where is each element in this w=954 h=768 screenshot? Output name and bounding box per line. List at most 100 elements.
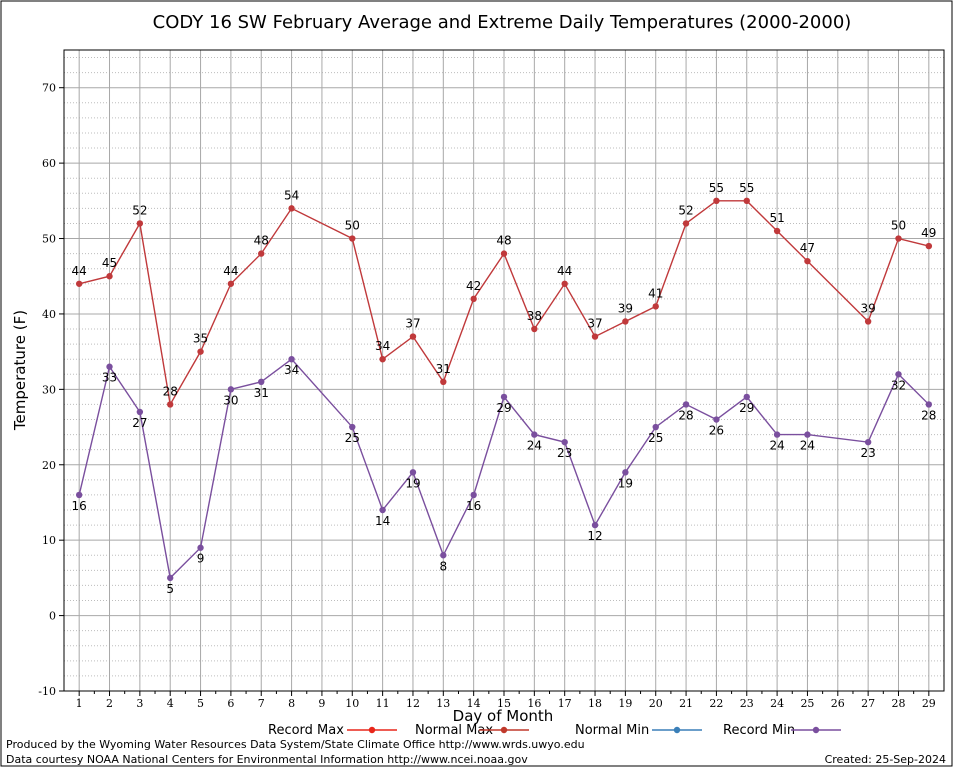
data-point	[75, 491, 83, 499]
data-label: 29	[739, 401, 754, 415]
data-label: 35	[193, 332, 208, 346]
x-tick-label: 13	[436, 697, 450, 710]
data-label: 38	[527, 309, 542, 323]
y-axis-label: Temperature (F)	[11, 310, 29, 431]
data-point	[167, 574, 174, 582]
data-label: 42	[466, 279, 481, 293]
data-point	[804, 431, 811, 438]
data-point	[349, 235, 356, 242]
data-label: 44	[557, 264, 572, 278]
data-point	[106, 363, 113, 370]
data-point	[682, 220, 690, 227]
x-tick-label: 9	[318, 697, 325, 710]
data-label: 44	[72, 264, 87, 278]
series-lines	[75, 197, 933, 582]
data-label: 34	[284, 363, 299, 377]
data-label: 26	[709, 424, 724, 438]
legend-label: Record Max	[268, 723, 344, 738]
x-tick-label: 4	[167, 697, 174, 710]
data-point	[925, 401, 933, 408]
data-point	[773, 227, 781, 235]
y-tick-label: 0	[49, 610, 56, 623]
data-point	[531, 431, 538, 438]
y-tick-label: 30	[42, 383, 56, 396]
data-point	[652, 303, 659, 310]
footer-producer: Produced by the Wyoming Water Resources …	[6, 738, 585, 751]
x-tick-label: 3	[136, 697, 143, 710]
data-label: 27	[132, 416, 147, 430]
data-point	[500, 393, 508, 401]
data-label: 28	[921, 408, 936, 422]
data-point	[561, 438, 568, 446]
data-label: 23	[557, 446, 572, 460]
x-tick-label: 29	[922, 697, 936, 710]
data-point	[288, 205, 295, 212]
data-point	[409, 333, 417, 340]
legend-label: Record Min	[723, 723, 795, 738]
y-tick-label: -10	[38, 685, 56, 698]
x-tick-label: 16	[527, 697, 541, 710]
chart-title: CODY 16 SW February Average and Extreme …	[153, 12, 852, 33]
data-label: 37	[405, 317, 420, 331]
x-axis-label: Day of Month	[453, 707, 554, 725]
data-point	[197, 348, 204, 355]
data-point	[288, 355, 295, 363]
data-label: 9	[197, 552, 205, 566]
y-tick-label: 50	[42, 233, 56, 246]
data-point	[531, 325, 538, 333]
data-label: 24	[769, 439, 784, 453]
x-tick-label: 23	[740, 697, 754, 710]
data-point	[440, 552, 447, 559]
data-point	[379, 355, 386, 363]
x-tick-label: 24	[770, 697, 784, 710]
data-label: 5	[166, 582, 174, 596]
legend-swatch-marker	[673, 726, 681, 734]
data-point	[622, 318, 629, 325]
data-point	[895, 235, 902, 242]
data-label: 8	[439, 559, 447, 573]
data-label: 25	[345, 431, 360, 445]
data-point	[379, 506, 386, 514]
data-point	[682, 401, 690, 408]
data-label: 28	[678, 408, 693, 422]
data-point	[622, 469, 629, 476]
data-point	[561, 280, 568, 287]
data-point	[713, 197, 720, 205]
data-label: 48	[254, 234, 269, 248]
legend-swatch-marker	[368, 726, 376, 734]
data-label: 16	[72, 499, 87, 513]
legend-label: Normal Max	[415, 723, 493, 738]
data-point	[864, 318, 872, 325]
data-label: 25	[648, 431, 663, 445]
data-label: 31	[254, 386, 269, 400]
x-tick-label: 26	[831, 697, 845, 710]
data-point	[652, 423, 659, 431]
x-tick-label: 27	[861, 697, 875, 710]
data-point	[804, 257, 811, 265]
x-tick-label: 28	[891, 697, 905, 710]
x-tick-label: 20	[649, 697, 663, 710]
data-label: 52	[132, 203, 147, 217]
data-label: 44	[223, 264, 238, 278]
x-tick-label: 14	[467, 697, 481, 710]
x-tick-label: 5	[197, 697, 204, 710]
data-label: 50	[891, 219, 906, 233]
data-point	[136, 220, 144, 227]
data-label: 39	[618, 301, 633, 315]
data-label: 52	[678, 203, 693, 217]
x-tick-label: 6	[227, 697, 234, 710]
x-tick-label: 10	[345, 697, 359, 710]
data-point	[743, 393, 750, 401]
data-point	[773, 431, 781, 438]
data-label: 54	[284, 188, 299, 202]
data-point	[227, 280, 235, 287]
legend-swatch-marker	[500, 726, 508, 734]
data-label: 39	[860, 301, 875, 315]
y-tick-label: 40	[42, 308, 56, 321]
data-point	[409, 469, 417, 476]
data-label: 12	[587, 529, 602, 543]
data-label: 23	[860, 446, 875, 460]
